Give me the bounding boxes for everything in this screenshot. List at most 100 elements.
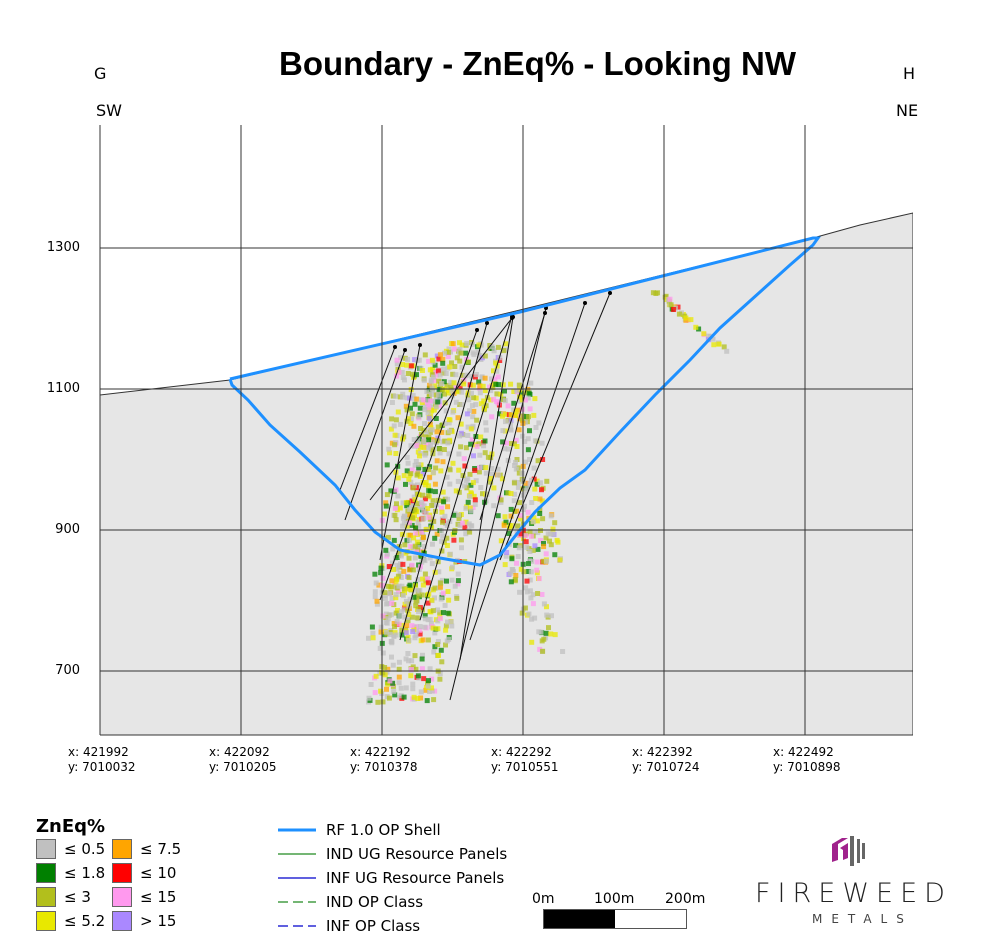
grade-block: [451, 380, 457, 386]
grade-block: [393, 592, 399, 598]
grade-block: [462, 524, 468, 530]
grade-block: [417, 627, 423, 633]
grade-block: [440, 370, 446, 376]
grade-block: [429, 597, 435, 603]
grade-block: [425, 400, 431, 406]
grade-block: [444, 543, 450, 548]
grade-block: [410, 686, 416, 692]
color-swatch: [36, 887, 56, 907]
grade-block: [548, 513, 554, 519]
drillhole-trace: [379, 344, 421, 561]
grade-block: [412, 401, 418, 407]
line-swatch: [278, 925, 316, 927]
grade-block: [433, 404, 439, 410]
grade-block: [393, 610, 399, 616]
grade-block: [428, 620, 434, 626]
grade-block: [389, 595, 395, 601]
line-legend-item: IND UG Resource Panels: [278, 845, 507, 863]
grade-block: [541, 601, 547, 607]
drillhole-trace: [419, 315, 513, 621]
grade-block: [518, 531, 524, 537]
grade-block: [425, 683, 431, 689]
grade-block: [413, 628, 419, 634]
grade-block: [527, 549, 533, 554]
grade-block: [404, 623, 410, 629]
grade-block: [432, 644, 438, 650]
grade-block: [483, 427, 489, 433]
grade-block: [473, 372, 479, 377]
coordinate-label: x: 422092 y: 7010205: [209, 745, 309, 775]
grade-block: [491, 485, 497, 491]
grade-block: [676, 311, 682, 317]
grade-block: [447, 428, 453, 434]
grade-block: [386, 564, 392, 569]
grade-block: [457, 522, 463, 528]
grade-block: [407, 586, 413, 592]
grade-block: [420, 637, 426, 643]
grade-block: [495, 374, 501, 380]
grade-block: [525, 509, 531, 515]
drillhole-trace: [479, 312, 546, 521]
grade-block: [484, 491, 490, 497]
grade-block: [421, 377, 427, 383]
logo-name: FIREWEED: [755, 878, 952, 909]
grade-block: [509, 556, 515, 562]
grade-block: [376, 582, 382, 588]
grade-block: [417, 405, 423, 411]
color-swatch: [36, 839, 56, 859]
easting: x: 422092: [209, 745, 270, 759]
grade-block: [389, 416, 395, 422]
grade-block: [427, 689, 432, 694]
grade-block: [455, 478, 461, 484]
grade-block: [405, 356, 410, 362]
grade-block: [441, 366, 447, 372]
grade-block: [401, 586, 407, 592]
grade-block: [425, 600, 431, 606]
grade-block: [424, 576, 430, 582]
grade-block: [418, 548, 424, 554]
grade-block: [422, 624, 428, 630]
grade-block: [547, 531, 553, 537]
grade-block: [508, 506, 514, 512]
grade-block: [412, 543, 418, 549]
grade-block: [372, 594, 378, 600]
grade-block: [543, 630, 549, 636]
grade-block: [429, 503, 435, 508]
grade-block: [477, 452, 483, 458]
grade-block: [547, 538, 552, 544]
grade-block: [434, 429, 440, 435]
grade-block: [517, 387, 523, 393]
grade-block: [448, 379, 454, 385]
grade-block: [417, 444, 423, 450]
grade-block: [538, 629, 544, 635]
grade-block: [519, 397, 525, 403]
grade-block: [453, 399, 459, 405]
grade-block: [402, 377, 407, 383]
grade-block: [479, 355, 485, 361]
grade-block: [405, 460, 411, 466]
grade-block: [417, 588, 423, 594]
line-legend-item: RF 1.0 OP Shell: [278, 821, 441, 839]
grade-block: [415, 501, 421, 507]
grade-block: [414, 509, 420, 515]
grade-block: [380, 699, 386, 705]
grade-block: [418, 689, 424, 695]
grade-block: [422, 613, 428, 619]
grade-block: [430, 608, 436, 614]
grade-block: [420, 652, 425, 658]
grade-block: [463, 350, 469, 356]
grade-block: [436, 569, 442, 575]
grade-block: [421, 397, 427, 403]
grade-block: [445, 610, 451, 616]
grade-block: [535, 591, 541, 596]
grade-block: [389, 654, 394, 660]
grade-block: [522, 503, 527, 509]
grade-block: [508, 491, 514, 496]
grade-block: [524, 544, 530, 550]
grade-block: [525, 447, 531, 453]
grade-block: [429, 561, 435, 567]
grade-block: [426, 678, 431, 684]
easting: x: 422292: [491, 745, 552, 759]
grade-block: [516, 470, 522, 476]
grade-block: [373, 673, 379, 679]
